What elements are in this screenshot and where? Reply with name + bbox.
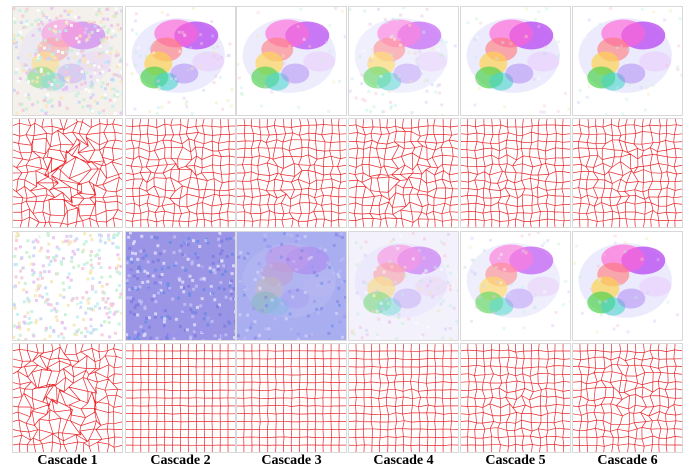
deformation-grid-lines [572,343,683,453]
panel-r3-c2 [125,231,236,341]
panel-border [12,231,123,341]
panel-border [348,343,459,453]
caption-cascade-1: Cascade 1 [37,453,98,468]
deformation-grid-lines [348,118,459,228]
caption-cascade-6: Cascade 6 [597,453,658,468]
panel-r3-c1 [12,231,123,341]
caption-cascade-5: Cascade 5 [485,453,546,468]
panel-r3-c4 [348,231,459,341]
panel-r1-c5 [460,6,571,116]
panel-border [125,6,236,116]
panel-r2-c3 [236,118,347,228]
panel-border [236,231,347,341]
panel-border [236,118,347,228]
panel-border [460,343,571,453]
panel-border [125,231,236,341]
flow-blob [578,243,672,318]
caption-cascade-4: Cascade 4 [373,453,434,468]
panel-r2-c4 [348,118,459,228]
flow-blob [242,243,336,318]
panel-r1-c2 [125,6,236,116]
panel-r2-c6 [572,118,683,228]
panel-r4-c2 [125,343,236,453]
panel-border [460,118,571,228]
panel-border [348,231,459,341]
deformation-grid-lines [125,118,236,228]
flow-blob [354,243,448,318]
panel-r2-c2 [125,118,236,228]
panel-border [125,343,236,453]
deformation-grid-lines [125,343,236,453]
panel-r1-c3 [236,6,347,116]
panel-r4-c1 [12,343,123,453]
panel-border [460,6,571,116]
panel-border [12,118,123,228]
panel-r3-c6 [572,231,683,341]
flow-blob [131,18,225,93]
panel-r4-c4 [348,343,459,453]
panel-r1-c1 [12,6,123,116]
panel-border [348,118,459,228]
panel-border [12,343,123,453]
panel-border [12,6,123,116]
panel-r2-c1 [12,118,123,228]
panel-border [236,343,347,453]
caption-cascade-3: Cascade 3 [261,453,322,468]
deformation-grid-lines [460,343,571,453]
panel-border [572,6,683,116]
panel-r4-c3 [236,343,347,453]
flow-blob [466,243,560,318]
panel-r2-c5 [460,118,571,228]
flow-blob [18,18,112,93]
flow-blob [578,18,672,93]
flow-blob [242,18,336,93]
flow-blob [354,18,448,93]
panel-border [572,231,683,341]
panel-r4-c6 [572,343,683,453]
deformation-grid-lines [12,118,123,228]
panel-background [348,6,459,116]
caption-cascade-2: Cascade 2 [150,453,211,468]
panel-r1-c4 [348,6,459,116]
deformation-grid-lines [348,343,459,453]
flow-blob [466,18,560,93]
panel-border [572,118,683,228]
panel-border [236,6,347,116]
panel-border [125,118,236,228]
panel-r1-c6 [572,6,683,116]
panel-r3-c5 [460,231,571,341]
deformation-grid-lines [236,118,347,228]
deformation-grid-lines [12,343,123,453]
deformation-grid-lines [572,118,683,228]
panel-r4-c5 [460,343,571,453]
panel-border [460,231,571,341]
deformation-grid-lines [460,118,571,228]
panel-border [572,343,683,453]
panel-border [348,6,459,116]
panel-r3-c3 [236,231,347,341]
deformation-grid-lines [236,343,347,453]
